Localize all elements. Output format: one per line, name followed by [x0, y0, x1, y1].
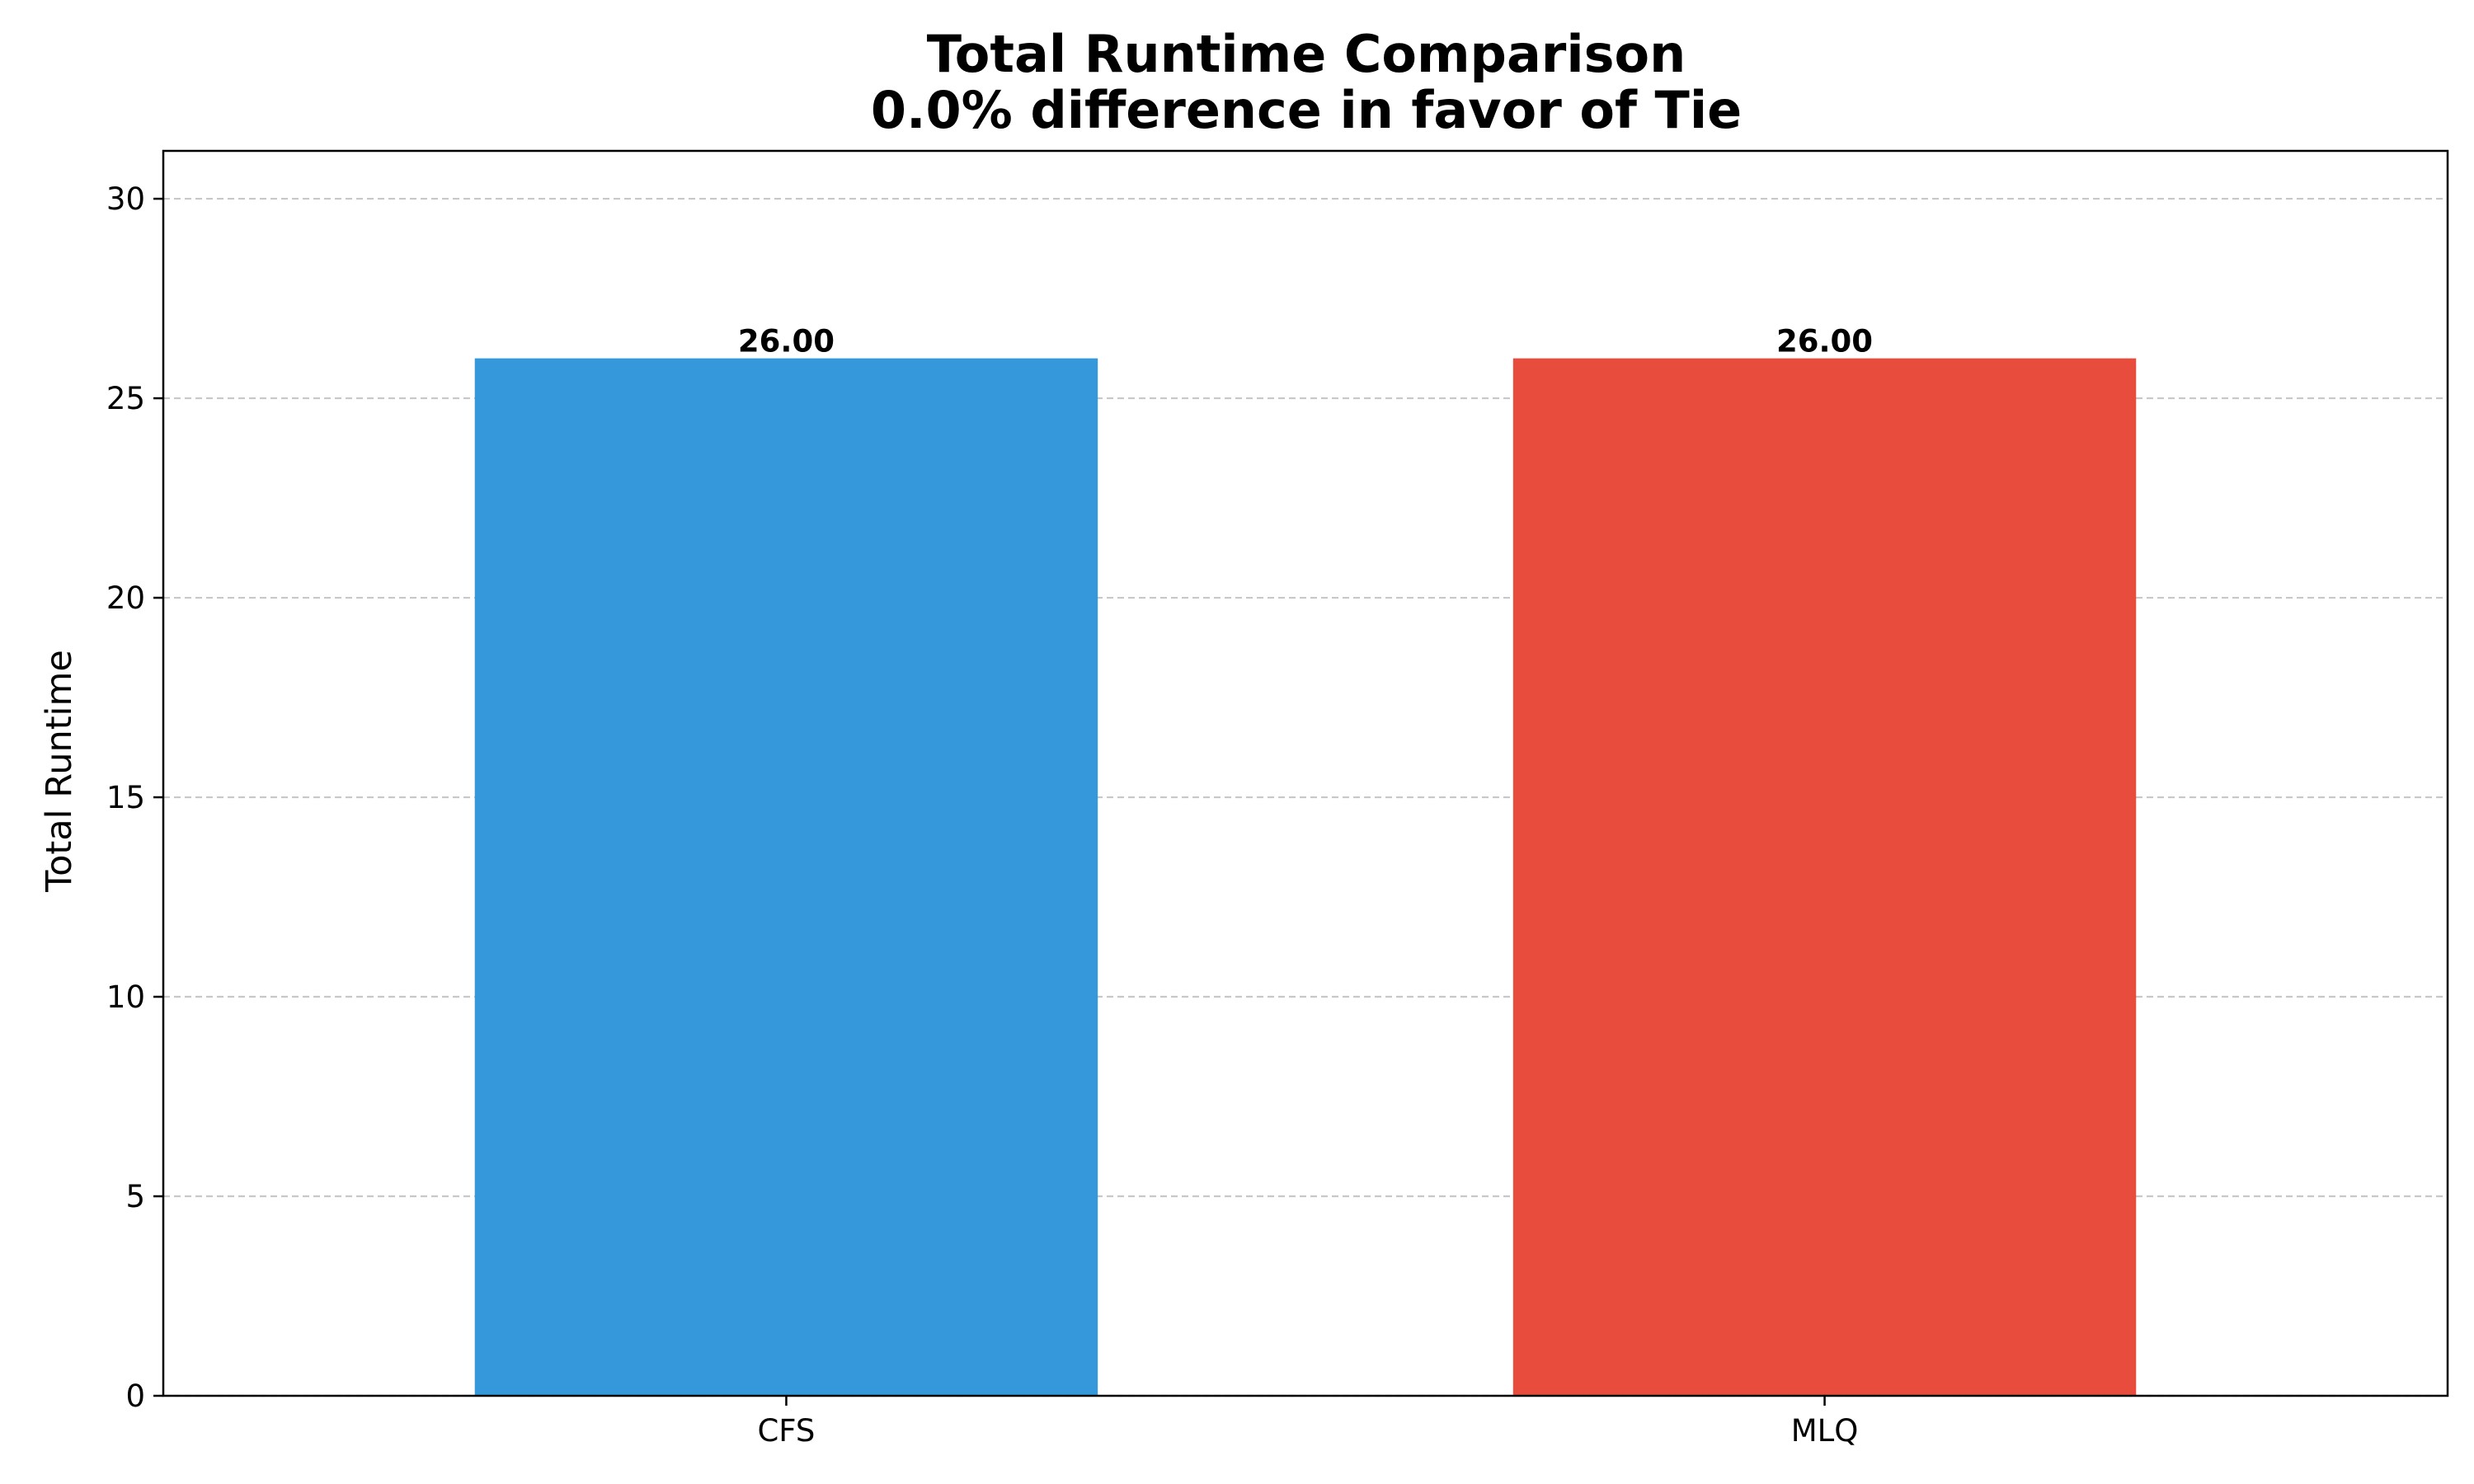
y-axis-label: Total Runtime	[39, 650, 80, 893]
y-tick-label-5: 25	[106, 381, 145, 416]
bar-value-label-cfs: 26.00	[738, 324, 835, 359]
y-tick-label-1: 5	[125, 1179, 145, 1214]
y-tick-label-4: 20	[106, 580, 145, 616]
axes	[162, 149, 2449, 1397]
y-tick-label-0: 0	[125, 1378, 145, 1414]
plot-frame	[162, 149, 2449, 1397]
chart-title-group: Total Runtime Comparison 0.0% difference…	[871, 24, 1742, 140]
x-tick-label-cfs: CFS	[757, 1413, 815, 1449]
bar-cfs	[474, 358, 1098, 1397]
y-tick-label-6: 30	[106, 181, 145, 217]
chart-subtitle: 0.0% difference in favor of Tie	[871, 80, 1742, 140]
x-axis-ticks: CFS MLQ	[757, 1396, 1858, 1449]
y-axis-ticks: 0 5 10 15 20 25 30	[106, 181, 163, 1414]
bar-value-labels: 26.00 26.00	[738, 324, 1873, 359]
chart-title: Total Runtime Comparison	[927, 24, 1686, 84]
y-tick-label-3: 15	[106, 780, 145, 815]
x-tick-label-mlq: MLQ	[1791, 1413, 1859, 1449]
bars	[474, 358, 2137, 1397]
bar-mlq	[1512, 358, 2137, 1397]
bar-value-label-mlq: 26.00	[1776, 324, 1873, 359]
y-tick-label-2: 10	[106, 979, 145, 1015]
